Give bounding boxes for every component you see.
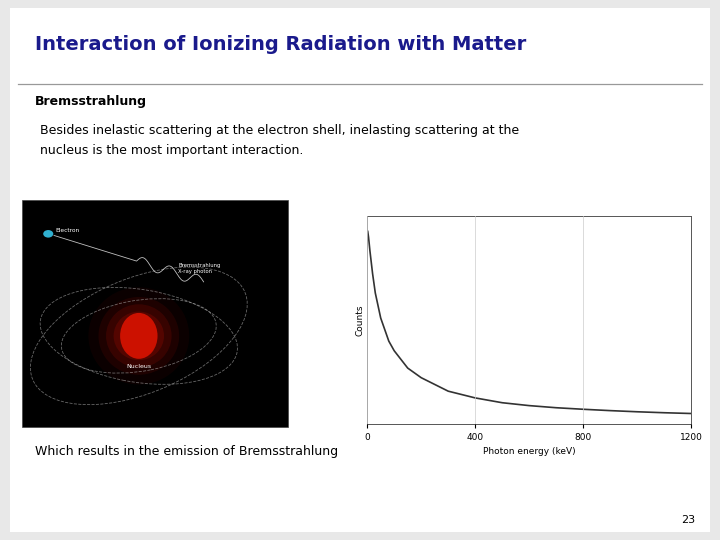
Text: Which results in the emission of Bremsstrahlung: Which results in the emission of Bremsst… bbox=[35, 446, 338, 458]
Text: nucleus is the most important interaction.: nucleus is the most important interactio… bbox=[40, 144, 303, 157]
Text: Bremsstrahlung
X-ray photon: Bremsstrahlung X-ray photon bbox=[179, 263, 221, 274]
Y-axis label: Counts: Counts bbox=[356, 304, 364, 336]
Ellipse shape bbox=[99, 297, 179, 375]
Bar bbox=[22, 200, 288, 427]
Circle shape bbox=[43, 230, 53, 238]
Ellipse shape bbox=[120, 313, 158, 359]
Ellipse shape bbox=[89, 287, 189, 384]
Ellipse shape bbox=[114, 312, 164, 360]
Text: Nucleus: Nucleus bbox=[126, 364, 151, 369]
Text: 23: 23 bbox=[680, 515, 695, 525]
Text: Interaction of Ionizing Radiation with Matter: Interaction of Ionizing Radiation with M… bbox=[35, 35, 526, 54]
X-axis label: Photon energy (keV): Photon energy (keV) bbox=[483, 448, 575, 456]
Text: Electron: Electron bbox=[55, 228, 80, 233]
Ellipse shape bbox=[106, 304, 171, 367]
Text: Bremsstrahlung: Bremsstrahlung bbox=[35, 94, 147, 107]
Text: Besides inelastic scattering at the electron shell, inelasting scattering at the: Besides inelastic scattering at the elec… bbox=[40, 124, 518, 137]
